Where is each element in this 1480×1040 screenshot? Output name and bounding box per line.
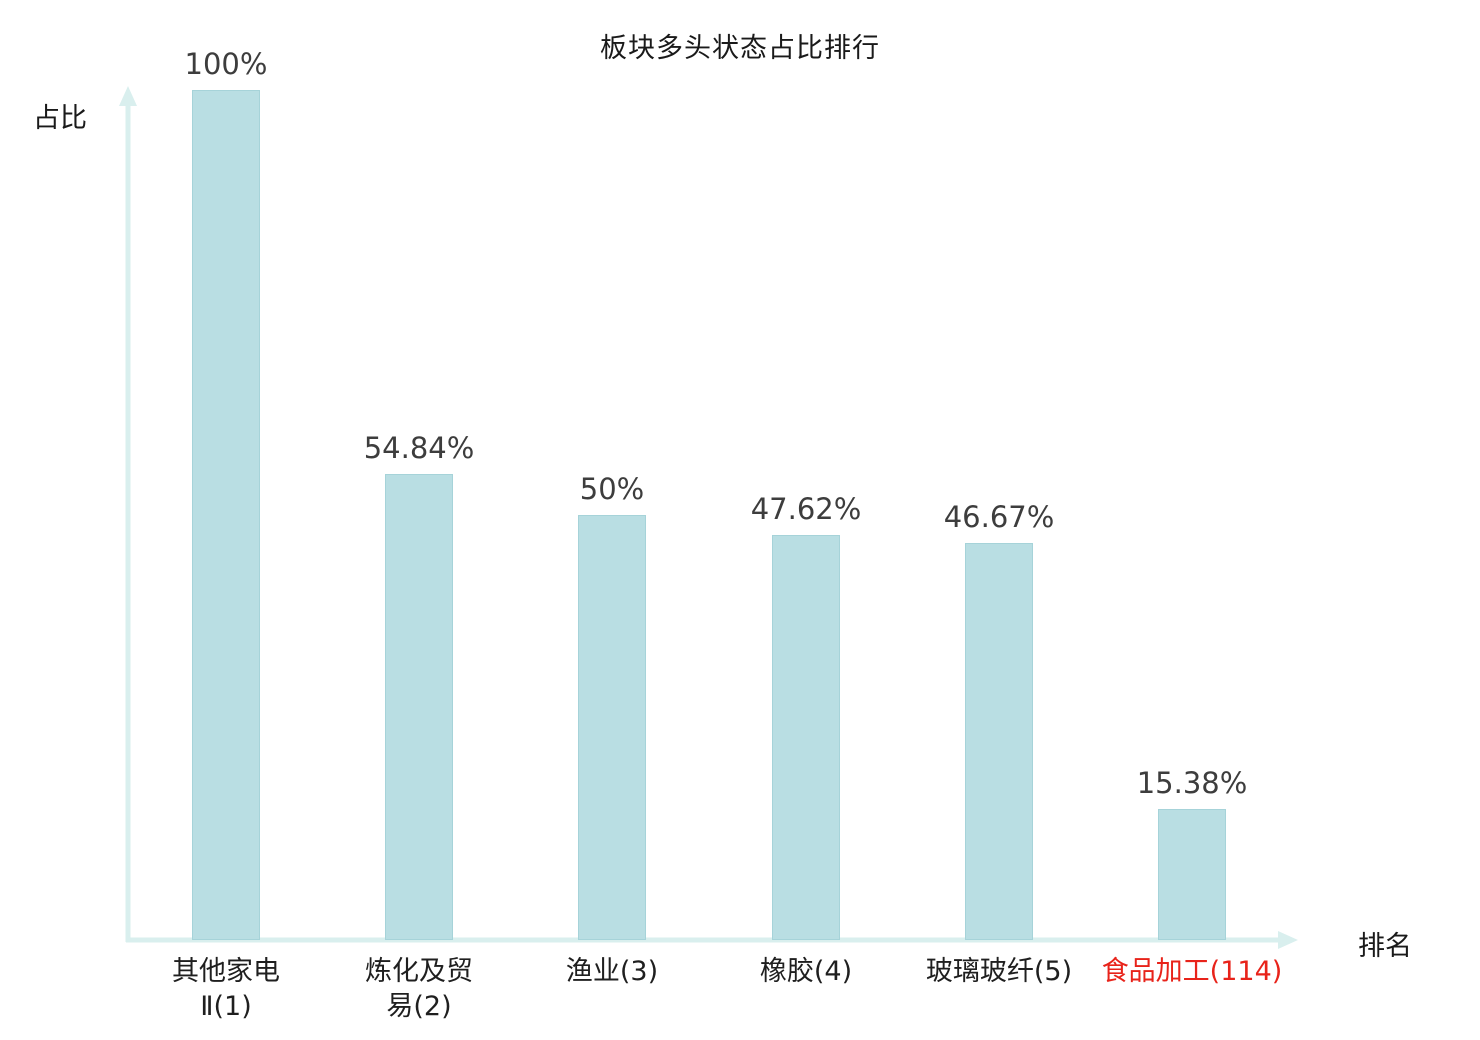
category-label: 橡胶(4) <box>759 956 853 987</box>
category-label: 食品加工(114) <box>1101 956 1283 987</box>
bar-value-label: 100% <box>184 47 268 81</box>
bar-group: 15.38% 食品加工(114) <box>1092 766 1292 987</box>
bar-group: 46.67% 玻璃玻纤(5) <box>899 500 1099 987</box>
bar-group: 47.62% 橡胶(4) <box>706 492 906 987</box>
bar-value-label: 46.67% <box>943 500 1055 534</box>
chart-title: 板块多头状态占比排行 <box>600 33 880 64</box>
x-axis-label: 排名 <box>1358 931 1412 962</box>
bar-group: 54.84% 炼化及贸 易(2) <box>319 431 519 1022</box>
bar <box>965 543 1033 940</box>
bar-value-label: 54.84% <box>363 431 475 465</box>
y-axis-label: 占比 <box>33 103 87 134</box>
bar <box>192 90 260 940</box>
category-label: 玻璃玻纤(5) <box>925 956 1073 987</box>
bar <box>772 535 840 940</box>
bar-value-label: 15.38% <box>1136 766 1248 800</box>
bar <box>578 515 646 940</box>
bar-value-label: 50% <box>579 472 645 506</box>
category-label: 渔业(3) <box>565 956 659 987</box>
bar-value-label: 47.62% <box>750 492 862 526</box>
bar <box>1158 809 1226 940</box>
bar-group: 100% 其他家电 Ⅱ(1) <box>126 47 326 1022</box>
category-label: 炼化及贸 易(2) <box>365 956 473 1022</box>
bar <box>385 474 453 940</box>
category-label: 其他家电 Ⅱ(1) <box>172 956 280 1022</box>
bar-group: 50% 渔业(3) <box>512 472 712 987</box>
